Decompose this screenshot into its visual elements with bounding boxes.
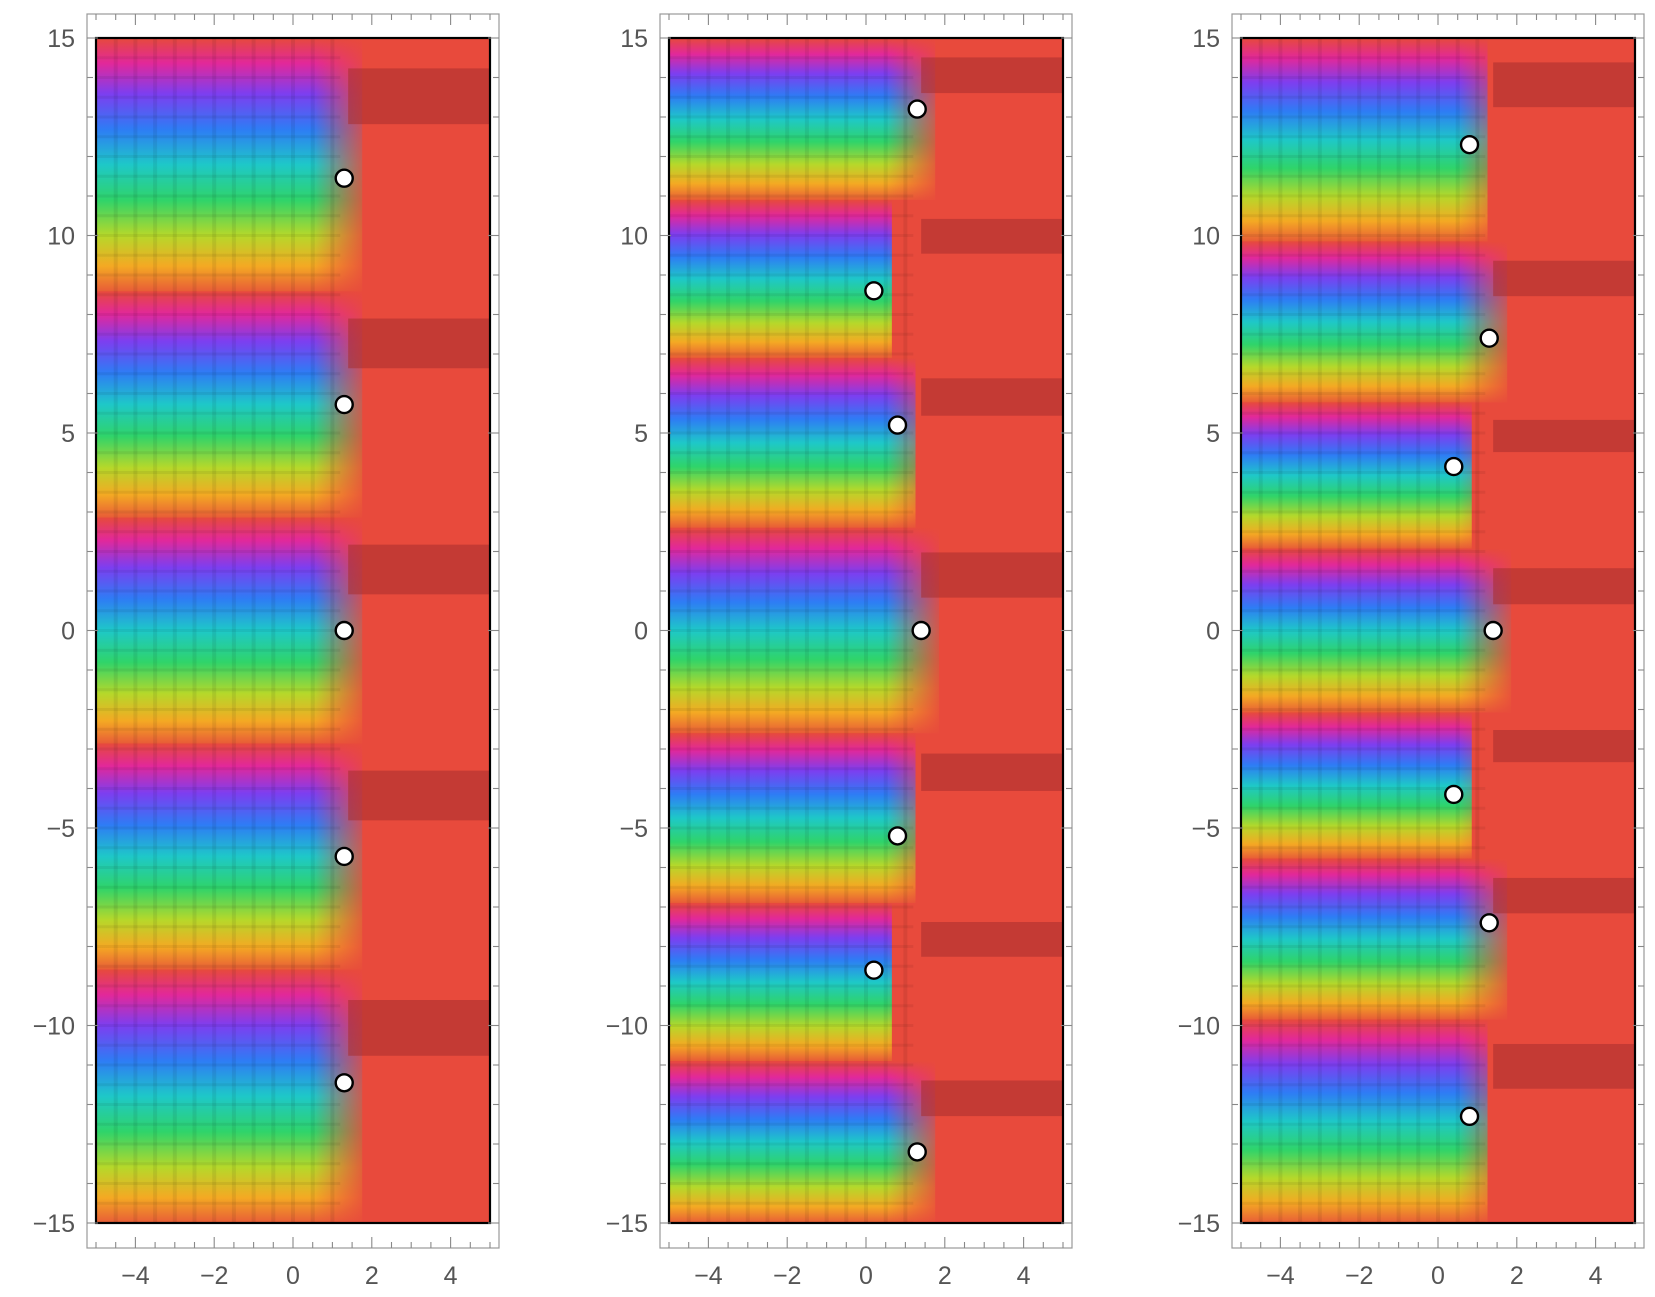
shade-band [1493,568,1635,605]
x-tick-label: 4 [1589,1262,1603,1290]
x-tick-label: 4 [444,1262,458,1290]
y-tick-label: −10 [33,1013,75,1041]
x-tick-label: −4 [121,1262,150,1290]
x-tick-label: −4 [694,1262,723,1290]
panel-3: −4 −2 0 2 4 15 10 5 0 −5 −10 −15 [1178,13,1645,1290]
zero-marker [1479,913,1499,933]
shade-band [348,770,490,821]
x-tick-label: 2 [938,1262,952,1290]
x-tick-label: −2 [773,1262,802,1290]
shade-band [1493,419,1635,453]
x-tick-label: −4 [1266,1262,1295,1290]
y-tick-label: −5 [619,815,648,843]
zero-marker [907,99,927,119]
x-tick-label: 0 [286,1262,300,1290]
shade-band [348,1000,490,1056]
y-tick-label: 15 [47,25,75,53]
y-tick-label: 15 [1192,25,1220,53]
y-tick-label: 5 [1206,420,1220,448]
shade-band [348,318,490,369]
zero-marker [1483,620,1503,641]
y-tick-label: −15 [33,1210,75,1238]
zero-marker [1459,134,1480,155]
y-tick-label: 0 [634,618,648,646]
y-tick-label: 5 [61,420,75,448]
y-tick-label: 0 [1206,618,1220,646]
y-tick-label: 10 [1192,223,1220,251]
zero-marker [1479,328,1499,348]
zero-marker [334,394,354,415]
y-tick-label: 0 [61,618,75,646]
x-tick-label: 2 [365,1262,379,1290]
zero-marker [334,846,354,867]
zero-marker [864,960,884,980]
y-tick-label: −10 [1178,1013,1220,1041]
shade-band [921,922,1063,957]
y-tick-label: −15 [606,1210,648,1238]
panel-2: −4 −2 0 2 4 15 10 5 0 −5 −10 −15 [606,13,1073,1290]
x-tick-label: 0 [859,1262,873,1290]
y-tick-label: −5 [1191,815,1220,843]
y-tick-label: 10 [620,223,648,251]
shade-band [348,68,490,125]
x-tick-label: −2 [200,1262,229,1290]
zero-marker [887,415,908,435]
zero-marker [1444,784,1464,805]
shade-band [1493,260,1635,297]
zero-marker [864,281,884,301]
y-tick-label: −10 [606,1013,648,1041]
x-tick-label: −2 [1345,1262,1374,1290]
zero-marker [887,826,908,846]
shade-band [1493,1043,1635,1089]
shade-band [921,753,1063,791]
shade-band [1493,730,1635,763]
phase-field [1241,38,1635,1223]
phase-field [669,38,1063,1223]
zero-marker [334,620,354,641]
shade-band [1493,877,1635,914]
x-tick-label: 2 [1510,1262,1524,1290]
zero-marker [1459,1106,1480,1127]
panel-1: −4 −2 0 2 4 15 10 5 0 −5 −10 −15 [33,13,500,1290]
shade-band [921,552,1063,598]
zero-marker [911,620,931,641]
shade-band [348,544,490,595]
shade-band [921,1080,1063,1117]
shade-band [921,378,1063,416]
y-tick-label: −15 [1178,1210,1220,1238]
zero-marker [907,1142,927,1162]
y-tick-label: 10 [47,223,75,251]
shade-band [1493,62,1635,108]
zero-marker [1444,456,1464,477]
x-tick-label: 0 [1431,1262,1445,1290]
phase-field [96,38,490,1223]
y-tick-label: −5 [46,815,75,843]
zero-marker [334,168,354,188]
shade-band [921,57,1063,94]
y-tick-label: 5 [634,420,648,448]
shade-band [921,218,1063,254]
zero-marker [334,1073,354,1093]
y-tick-label: 15 [620,25,648,53]
x-tick-label: 4 [1017,1262,1031,1290]
